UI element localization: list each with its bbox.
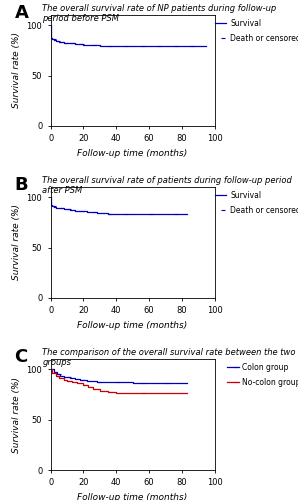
Text: The overall survival rate of NP patients during follow-up period before PSM: The overall survival rate of NP patients… <box>43 4 277 24</box>
Legend: Colon group, No-colon group: Colon group, No-colon group <box>224 360 298 390</box>
Text: A: A <box>15 4 29 22</box>
Y-axis label: Survival rate (%): Survival rate (%) <box>12 32 21 108</box>
Legend: Survival, Death or censored: Survival, Death or censored <box>212 16 298 46</box>
Text: B: B <box>15 176 28 194</box>
Legend: Survival, Death or censored: Survival, Death or censored <box>212 188 298 218</box>
Y-axis label: Survival rate (%): Survival rate (%) <box>12 204 21 281</box>
Text: The overall survival rate of patients during follow-up period after PSM: The overall survival rate of patients du… <box>43 176 292 196</box>
X-axis label: Follow-up time (months): Follow-up time (months) <box>77 149 188 158</box>
X-axis label: Follow-up time (months): Follow-up time (months) <box>77 493 188 500</box>
Text: C: C <box>15 348 28 366</box>
Y-axis label: Survival rate (%): Survival rate (%) <box>12 376 21 452</box>
Text: The comparison of the overall survival rate between the two groups: The comparison of the overall survival r… <box>43 348 296 368</box>
X-axis label: Follow-up time (months): Follow-up time (months) <box>77 321 188 330</box>
